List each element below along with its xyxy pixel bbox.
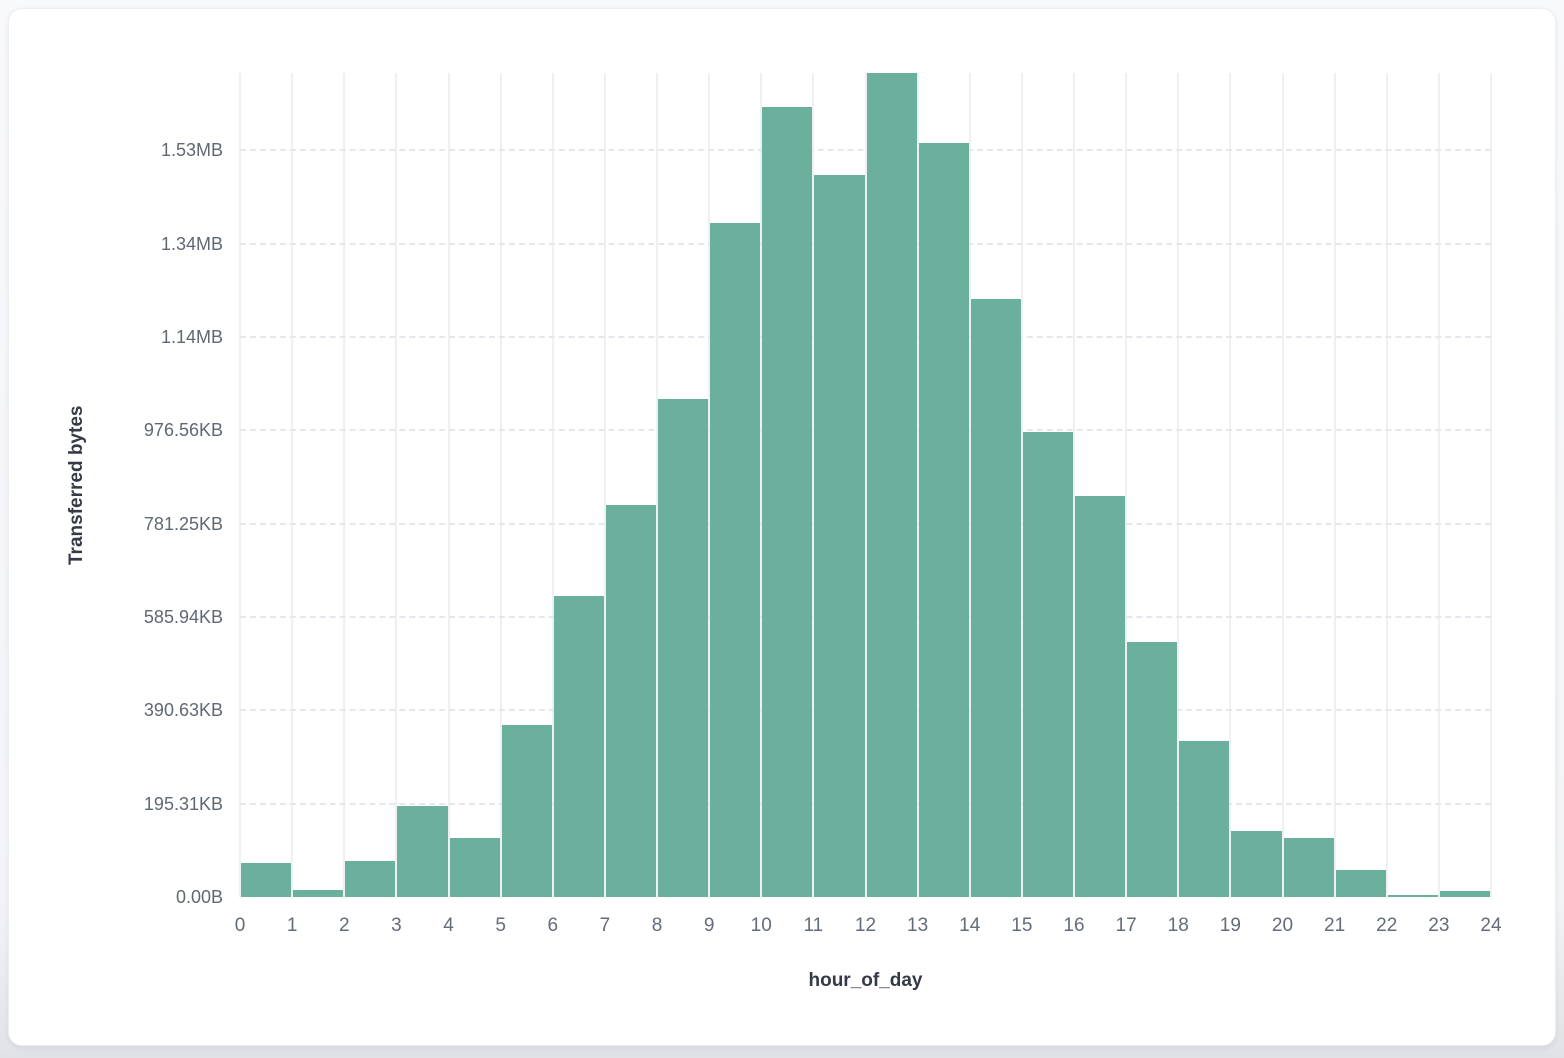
vertical-gridline [1020, 73, 1023, 897]
x-tick-label: 19 [1219, 915, 1241, 936]
x-tick-label: 14 [959, 915, 981, 936]
x-tick-label: 15 [1011, 915, 1033, 936]
x-tick-label: 9 [703, 915, 715, 936]
vertical-gridline [708, 73, 711, 897]
x-tick-label: 23 [1428, 915, 1450, 936]
bar-hour-8[interactable] [658, 399, 709, 897]
x-tick-label: 5 [495, 915, 506, 936]
y-tick-label: 781.25KB [143, 513, 223, 534]
bar-hour-6[interactable] [553, 596, 604, 897]
bar-hour-2[interactable] [345, 861, 396, 897]
x-tick-label: 2 [338, 915, 350, 936]
bar-hour-1[interactable] [293, 890, 344, 897]
horizontal-gridline [240, 802, 1491, 805]
bar-hour-10[interactable] [762, 107, 813, 897]
x-tick-label: 1 [286, 915, 298, 936]
horizontal-gridline [240, 429, 1491, 432]
horizontal-gridline [240, 522, 1491, 525]
horizontal-gridline [240, 616, 1491, 619]
bar-hour-11[interactable] [814, 175, 865, 897]
x-tick-label: 7 [599, 915, 611, 936]
vertical-gridline [239, 73, 241, 897]
x-tick-label: 21 [1324, 915, 1346, 936]
vertical-gridline [1229, 73, 1232, 897]
x-tick-label: 10 [750, 915, 772, 936]
x-tick-label: 12 [854, 915, 877, 936]
vertical-gridline [812, 73, 815, 897]
vertical-gridline [1281, 73, 1284, 897]
bar-hour-19[interactable] [1231, 831, 1282, 897]
x-tick-label: 24 [1480, 915, 1502, 936]
bar-hour-23[interactable] [1439, 890, 1490, 897]
vertical-gridline [968, 73, 971, 897]
plot-area: Transferred bytes hour_of_day 0.00B 195.3… [66, 73, 1502, 991]
vertical-gridline [603, 73, 606, 897]
bar-hour-12[interactable] [866, 73, 917, 897]
y-tick-label: 976.56KB [143, 420, 223, 441]
vertical-gridline [499, 73, 502, 897]
bar-hour-17[interactable] [1127, 642, 1178, 897]
horizontal-gridline [240, 709, 1491, 712]
vertical-gridline [551, 73, 554, 897]
y-tick-label: 1.14MB [160, 327, 223, 348]
x-tick-label: 13 [907, 915, 929, 936]
vertical-gridline [291, 73, 294, 897]
bar-hour-9[interactable] [710, 223, 761, 897]
bar-hour-22[interactable] [1387, 895, 1438, 897]
vertical-gridline [1125, 73, 1128, 897]
x-tick-label: 0 [234, 915, 246, 936]
vertical-gridline [1385, 73, 1388, 897]
y-tick-label: 1.34MB [160, 233, 223, 254]
bar-hour-14[interactable] [970, 299, 1021, 897]
y-tick-label: 1.53MB [160, 140, 223, 161]
x-tick-label: 3 [391, 915, 402, 936]
x-tick-label: 22 [1376, 915, 1398, 936]
bar-hour-4[interactable] [449, 838, 500, 897]
horizontal-gridline [240, 242, 1491, 245]
horizontal-gridline [240, 336, 1491, 339]
x-tick-label: 16 [1063, 915, 1085, 936]
bar-hour-18[interactable] [1179, 741, 1230, 897]
bar-hour-3[interactable] [397, 806, 448, 897]
chart-card: Transferred bytes hour_of_day 0.00B 195.3… [8, 8, 1556, 1046]
y-tick-label: 0.00B [175, 887, 223, 907]
x-tick-label: 8 [651, 915, 663, 936]
bar-hour-15[interactable] [1022, 432, 1073, 897]
bar-hour-7[interactable] [605, 505, 656, 897]
vertical-gridline [447, 73, 450, 897]
y-tick-label: 195.31KB [143, 793, 223, 814]
x-tick-label: 11 [803, 915, 824, 936]
vertical-gridline [656, 73, 658, 897]
x-tick-label: 18 [1167, 915, 1189, 936]
bar-hour-16[interactable] [1075, 496, 1126, 897]
y-tick-label: 585.94KB [143, 607, 223, 628]
horizontal-gridline [240, 149, 1491, 152]
vertical-gridline [343, 73, 346, 897]
vertical-gridline [1073, 73, 1075, 897]
y-tick-label: 390.63KB [143, 700, 223, 721]
bar-hour-0[interactable] [241, 862, 292, 897]
x-tick-label: 20 [1271, 915, 1294, 936]
vertical-gridline [1177, 73, 1180, 897]
x-tick-label: 17 [1115, 915, 1137, 936]
bar-hour-20[interactable] [1283, 838, 1334, 897]
vertical-gridline [1333, 73, 1336, 897]
vertical-gridline [1490, 73, 1492, 897]
bar-hour-21[interactable] [1335, 869, 1386, 897]
x-tick-label: 4 [443, 915, 454, 936]
vertical-gridline [760, 73, 763, 897]
vertical-gridline [916, 73, 919, 897]
vertical-gridline [1437, 73, 1440, 897]
bar-hour-5[interactable] [501, 725, 552, 897]
vertical-gridline [864, 73, 867, 897]
x-tick-label: 6 [547, 915, 559, 936]
bar-hour-13[interactable] [918, 143, 969, 897]
x-axis-title: hour_of_day [808, 970, 923, 991]
y-axis-title: Transferred bytes [66, 405, 87, 565]
vertical-gridline [395, 73, 398, 897]
